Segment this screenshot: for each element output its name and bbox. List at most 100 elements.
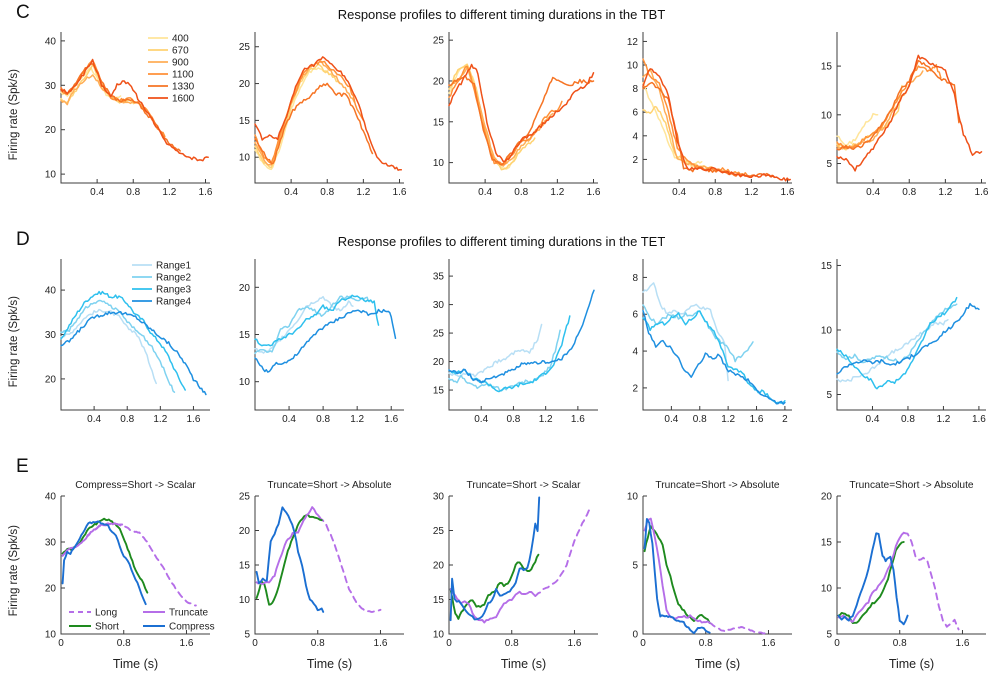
series-1100 (836, 63, 942, 150)
series-1330 (642, 81, 775, 178)
series-short (449, 553, 540, 620)
svg-text:20: 20 (821, 492, 833, 503)
series-compress (449, 496, 541, 622)
series-truncate (255, 506, 321, 585)
series-compress (255, 506, 325, 613)
svg-text:5: 5 (826, 630, 832, 641)
series-long (708, 622, 766, 635)
row-e-panels: Firing rate (Spk/s) 0 0.8 1.6 10 20 30 40 Compre… (0, 454, 1003, 674)
svg-text:1100: 1100 (172, 70, 194, 81)
series-range3 (60, 290, 186, 391)
svg-text:2: 2 (782, 414, 788, 425)
svg-text:0.4: 0.4 (866, 414, 880, 425)
panel-e4: 0 0.8 1.6 0 5 10 Truncate=Short -> Absolute Tim… (627, 480, 792, 671)
series-1330 (448, 75, 595, 166)
svg-text:2: 2 (632, 383, 638, 394)
series-1330 (254, 82, 374, 165)
svg-text:Truncate=Short -> Absolute: Truncate=Short -> Absolute (849, 480, 974, 491)
svg-text:5: 5 (826, 159, 832, 170)
svg-text:10: 10 (45, 170, 57, 181)
panel-c4: 0.4 0.8 1.2 1.6 2 4 6 8 10 12 (627, 32, 795, 198)
svg-text:Truncate=Short -> Absolute: Truncate=Short -> Absolute (267, 480, 392, 491)
series-range4 (254, 308, 397, 373)
svg-text:40: 40 (45, 286, 57, 297)
legend: Long Truncate Short Compress (69, 608, 215, 633)
svg-text:Truncate=Short -> Absolute: Truncate=Short -> Absolute (655, 480, 780, 491)
panel-c1: 0.4 0.8 1.2 1.6 10 20 30 40 40067090011001330160… (45, 32, 213, 198)
svg-text:30: 30 (45, 330, 57, 341)
svg-text:0: 0 (640, 638, 646, 649)
svg-text:Short: Short (95, 622, 119, 633)
svg-text:0.4: 0.4 (284, 187, 298, 198)
row-title-c: Response profiles to different timing du… (337, 7, 666, 22)
y-axis-label: Firing rate (Spk/s) (7, 524, 20, 617)
svg-text:30: 30 (433, 492, 445, 503)
svg-text:Truncate=Short -> Scalar: Truncate=Short -> Scalar (466, 480, 581, 491)
panel-d3: 0.4 0.8 1.2 1.6 15 20 25 30 35 (433, 259, 598, 425)
svg-text:20: 20 (433, 357, 445, 368)
svg-text:15: 15 (821, 261, 833, 272)
svg-text:10: 10 (821, 325, 833, 336)
svg-text:Time (s): Time (s) (501, 657, 546, 671)
series-900 (642, 68, 730, 174)
svg-text:900: 900 (172, 58, 189, 69)
svg-text:12: 12 (627, 37, 639, 48)
svg-text:Time (s): Time (s) (113, 657, 158, 671)
series-compress (643, 518, 711, 635)
svg-text:4: 4 (632, 131, 638, 142)
series-short (61, 517, 149, 594)
series-range2 (254, 295, 371, 355)
series-1600 (642, 68, 791, 182)
series-range1 (60, 308, 157, 385)
series-1600 (448, 63, 595, 163)
svg-text:15: 15 (821, 62, 833, 73)
svg-text:30: 30 (45, 81, 57, 92)
series-1330 (836, 59, 960, 151)
series-400 (254, 67, 328, 171)
row-letter-d: D (16, 229, 30, 250)
svg-text:5: 5 (826, 390, 832, 401)
svg-text:Compress: Compress (169, 622, 215, 633)
svg-text:1.2: 1.2 (550, 187, 564, 198)
svg-text:10: 10 (433, 630, 445, 641)
panel-d2: 0.4 0.8 1.2 1.6 10 15 20 (239, 259, 404, 425)
svg-text:0.8: 0.8 (505, 638, 519, 649)
series-truncate (449, 588, 537, 624)
svg-text:1.2: 1.2 (153, 414, 167, 425)
svg-text:35: 35 (433, 272, 445, 283)
series-compress (61, 520, 147, 606)
series-range1 (836, 318, 949, 383)
series-truncate (61, 522, 124, 557)
svg-text:0.4: 0.4 (866, 187, 880, 198)
svg-text:1.6: 1.6 (199, 187, 213, 198)
svg-text:10: 10 (45, 630, 57, 641)
svg-text:1.6: 1.6 (975, 187, 989, 198)
svg-text:25: 25 (433, 526, 445, 537)
panel-e2: 0 0.8 1.6 5 10 15 20 25 Truncate=Short -> Absolu… (239, 480, 404, 671)
svg-text:20: 20 (239, 79, 251, 90)
panel-e5: 0 0.8 1.6 5 10 15 20 Truncate=Short -> Absolute… (821, 480, 986, 671)
svg-text:2: 2 (632, 155, 638, 166)
panel-d1: 0.4 0.8 1.2 1.6 20 30 40 Range1Range2Range3Rang… (45, 259, 210, 425)
svg-text:0.8: 0.8 (514, 187, 528, 198)
series-range4 (642, 309, 786, 405)
svg-text:25: 25 (433, 329, 445, 340)
svg-text:20: 20 (239, 526, 251, 537)
series-range1 (642, 282, 729, 382)
svg-text:25: 25 (239, 42, 251, 53)
svg-text:1.6: 1.6 (374, 638, 388, 649)
series-range4 (60, 310, 207, 396)
svg-text:0.8: 0.8 (901, 414, 915, 425)
y-axis-label: Firing rate (Spk/s) (7, 68, 20, 161)
svg-text:40: 40 (45, 492, 57, 503)
svg-text:0.8: 0.8 (320, 187, 334, 198)
svg-text:1.2: 1.2 (744, 187, 758, 198)
svg-text:0.8: 0.8 (699, 638, 713, 649)
panel-e1: 0 0.8 1.6 10 20 30 40 Compress=Short -> Scalar T… (45, 480, 215, 671)
svg-text:10: 10 (821, 110, 833, 121)
row-E: E Firing rate (Spk/s) 0 0.8 1.6 10 20 30 40 Comp… (0, 454, 1003, 681)
series-range1 (254, 295, 354, 354)
svg-text:400: 400 (172, 34, 189, 45)
svg-text:1.6: 1.6 (384, 414, 398, 425)
svg-text:0.8: 0.8 (893, 638, 907, 649)
